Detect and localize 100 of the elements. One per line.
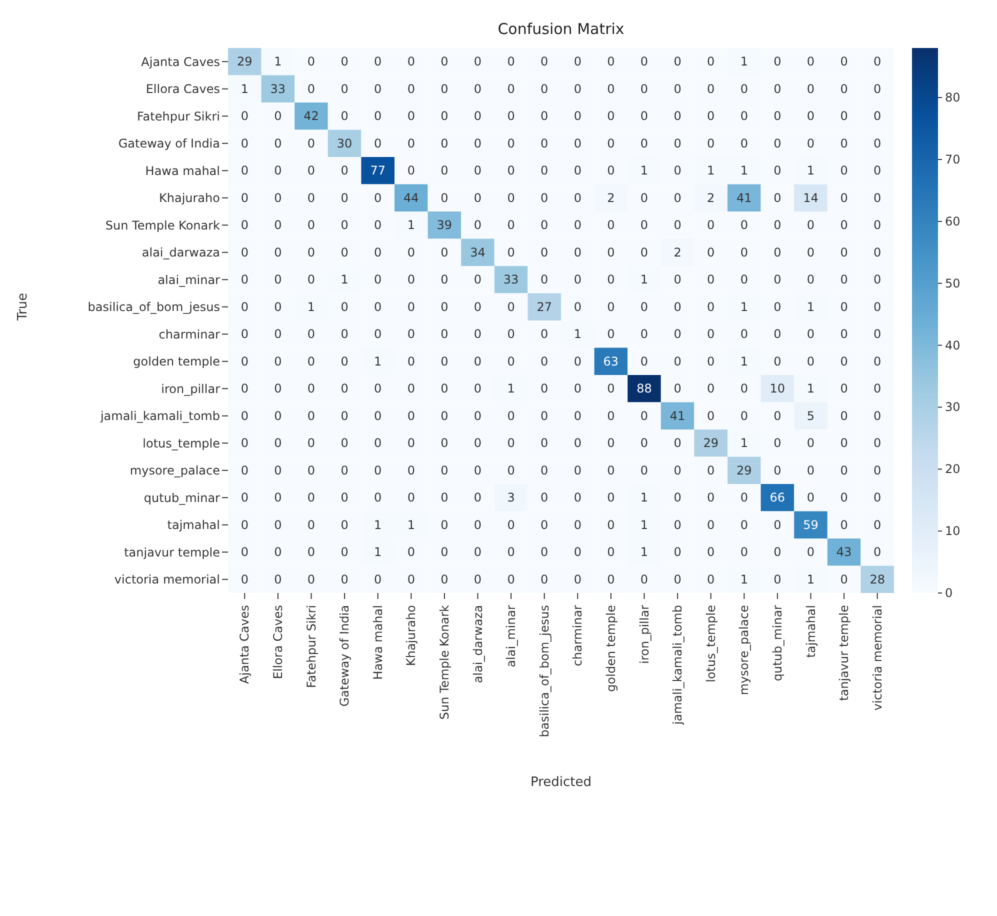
data-label: 1 xyxy=(407,518,415,532)
data-label: 0 xyxy=(840,436,848,450)
data-label: 1 xyxy=(806,572,815,586)
data-label: 0 xyxy=(607,327,615,342)
data-label: 0 xyxy=(540,545,548,560)
data-label: 0 xyxy=(374,436,382,450)
data-label: 0 xyxy=(607,382,615,396)
data-label: 0 xyxy=(407,463,415,478)
data-label: 1 xyxy=(374,354,382,368)
data-label: 0 xyxy=(374,82,382,96)
data-label: 29 xyxy=(703,436,718,450)
data-label: 0 xyxy=(607,436,615,450)
color-bar-label: 60 xyxy=(945,214,960,228)
data-label: 0 xyxy=(574,463,582,478)
data-label: 0 xyxy=(840,518,848,532)
data-label: 0 xyxy=(540,190,548,205)
data-label: 1 xyxy=(640,164,648,178)
data-label: 0 xyxy=(474,190,482,205)
data-label: 1 xyxy=(806,164,815,178)
data-label: 0 xyxy=(374,136,382,150)
data-label: 0 xyxy=(440,518,448,532)
data-label: 0 xyxy=(240,545,248,560)
data-label: 0 xyxy=(840,572,848,586)
data-label: 0 xyxy=(307,164,316,178)
data-label: 0 xyxy=(806,218,815,232)
data-label: 0 xyxy=(340,164,348,178)
data-label: 0 xyxy=(240,436,248,450)
data-label: 0 xyxy=(707,109,715,124)
data-label: 1 xyxy=(374,545,382,560)
data-label: 0 xyxy=(540,272,548,287)
data-label: 0 xyxy=(407,545,415,560)
y-tick-label: Sun Temple Konark xyxy=(105,218,220,232)
data-label: 0 xyxy=(574,272,582,287)
data-label: 33 xyxy=(503,272,519,287)
data-label: 0 xyxy=(440,190,448,205)
data-label: 0 xyxy=(507,54,515,69)
data-label: 0 xyxy=(707,218,715,232)
data-label: 0 xyxy=(340,518,348,532)
data-label: 41 xyxy=(736,190,752,205)
data-label: 0 xyxy=(240,463,248,478)
data-label: 0 xyxy=(607,300,615,314)
data-label: 0 xyxy=(640,136,648,150)
data-label: 0 xyxy=(674,490,682,505)
data-label: 1 xyxy=(740,164,748,178)
data-label: 0 xyxy=(774,136,782,150)
x-tick-label: tajmahal xyxy=(804,605,818,658)
data-label: 0 xyxy=(774,518,782,532)
data-label: 0 xyxy=(507,109,515,124)
data-label: 0 xyxy=(307,572,316,586)
data-label: 0 xyxy=(840,109,848,124)
data-label: 0 xyxy=(374,272,382,287)
x-axis-title: Predicted xyxy=(530,775,592,790)
data-label: 0 xyxy=(640,327,648,342)
data-label: 0 xyxy=(474,572,482,586)
data-label: 0 xyxy=(874,463,882,478)
data-label: 41 xyxy=(670,408,686,423)
data-label: 0 xyxy=(806,82,815,96)
data-label: 0 xyxy=(674,218,682,232)
data-label: 0 xyxy=(707,327,715,342)
data-label: 0 xyxy=(574,572,582,586)
data-label: 0 xyxy=(440,382,448,396)
y-tick-label: Fatehpur Sikri xyxy=(137,109,220,124)
data-label: 0 xyxy=(374,218,382,232)
data-label: 0 xyxy=(340,82,348,96)
data-label: 0 xyxy=(540,82,548,96)
data-label: 0 xyxy=(774,82,782,96)
data-label: 0 xyxy=(407,300,415,314)
data-label: 0 xyxy=(340,218,348,232)
data-label: 0 xyxy=(874,354,882,368)
data-label: 0 xyxy=(274,245,282,260)
data-label: 0 xyxy=(674,327,682,342)
data-label: 0 xyxy=(840,300,848,314)
data-label: 0 xyxy=(274,463,282,478)
data-label: 0 xyxy=(240,518,248,532)
data-label: 0 xyxy=(240,272,248,287)
data-label: 0 xyxy=(574,245,582,260)
y-tick-label: Ellora Caves xyxy=(146,82,220,96)
data-label: 0 xyxy=(307,190,316,205)
data-label: 0 xyxy=(407,408,415,423)
data-label: 0 xyxy=(474,518,482,532)
data-label: 0 xyxy=(607,463,615,478)
data-label: 0 xyxy=(774,572,782,586)
data-label: 66 xyxy=(770,490,786,505)
data-label: 0 xyxy=(407,272,415,287)
data-label: 0 xyxy=(707,245,715,260)
data-label: 0 xyxy=(240,218,248,232)
data-label: 0 xyxy=(740,408,748,423)
data-label: 0 xyxy=(340,436,348,450)
data-label: 0 xyxy=(374,54,382,69)
data-label: 0 xyxy=(440,572,448,586)
data-label: 0 xyxy=(507,190,515,205)
y-tick-label: Hawa mahal xyxy=(145,164,220,178)
data-label: 0 xyxy=(307,490,316,505)
data-label: 0 xyxy=(674,136,682,150)
x-tick-label: iron_pillar xyxy=(637,604,652,664)
data-label: 0 xyxy=(440,354,448,368)
data-label: 0 xyxy=(740,382,748,396)
data-label: 0 xyxy=(307,136,316,150)
data-label: 29 xyxy=(736,463,752,478)
data-label: 0 xyxy=(840,463,848,478)
